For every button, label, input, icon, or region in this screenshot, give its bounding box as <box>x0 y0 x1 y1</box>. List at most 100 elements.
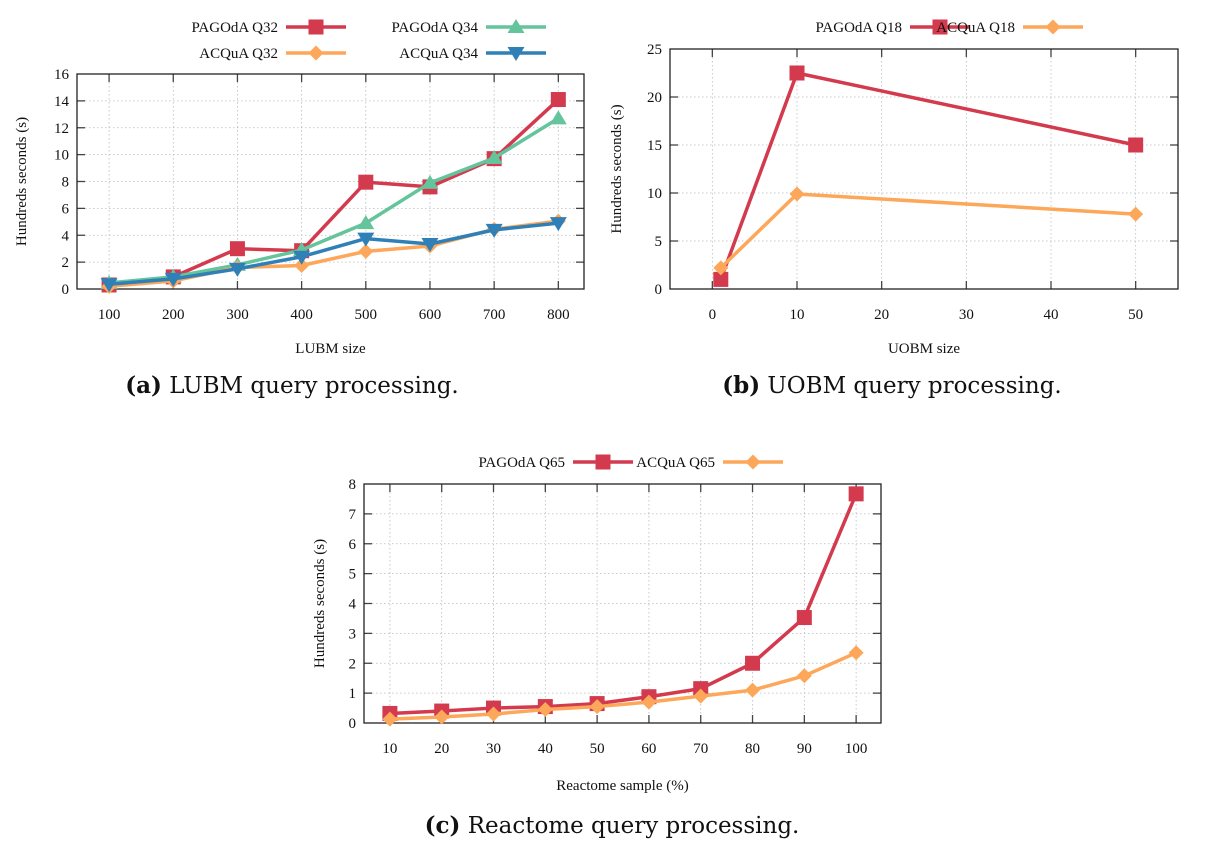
legend-label: ACQuA Q65 <box>636 455 715 471</box>
data-point <box>713 271 729 287</box>
chart-b: 0 5 10 15 20 25 0 10 20 30 40 50 UOBM size Hundreds s… <box>609 19 1179 357</box>
x-tick-label: 100 <box>98 307 121 323</box>
y-tick-label: 2 <box>62 255 70 271</box>
data-point <box>848 486 864 502</box>
data-point <box>486 706 502 722</box>
series-acqua-q18 <box>713 186 1144 276</box>
data-point <box>549 110 567 125</box>
series-line <box>108 221 559 287</box>
x-axis-label: UOBM size <box>888 341 960 357</box>
legend-marker <box>745 454 761 470</box>
x-tick-label: 60 <box>641 741 656 757</box>
x-tick-label: 40 <box>1044 307 1059 323</box>
x-tick-label: 700 <box>483 307 506 323</box>
plot-frame <box>669 48 1179 290</box>
x-tick-label: 40 <box>538 741 553 757</box>
data-point <box>434 709 450 725</box>
data-point <box>293 250 311 265</box>
plot-frame <box>76 73 585 290</box>
legend-marker <box>507 47 525 61</box>
y-tick-label: 12 <box>54 121 69 137</box>
x-tick-label: 50 <box>1128 307 1143 323</box>
y-tick-label: 10 <box>54 148 69 164</box>
data-point <box>1128 137 1144 153</box>
series-pagoda-q65 <box>382 486 864 721</box>
y-tick-label: 6 <box>349 537 357 553</box>
legend-item: PAGOdA Q18 <box>815 19 970 36</box>
legend-label: ACQuA Q32 <box>199 46 278 62</box>
series-line <box>108 116 560 285</box>
legend: PAGOdA Q18 ACQuA Q18 <box>815 19 1083 36</box>
data-point <box>485 223 503 238</box>
y-tick-label: 2 <box>349 656 357 672</box>
y-tick-label: 4 <box>62 228 70 244</box>
x-tick-label: 10 <box>382 741 397 757</box>
x-tick-label: 50 <box>590 741 605 757</box>
legend-item: PAGOdA Q65 <box>478 454 633 471</box>
data-point <box>164 272 182 287</box>
data-point <box>789 65 805 81</box>
caption-a: (a) LUBM query processing. <box>125 372 458 399</box>
data-point <box>421 174 439 189</box>
data-point <box>229 241 245 257</box>
x-tick-label: 30 <box>959 307 974 323</box>
x-tick-label: 20 <box>434 741 449 757</box>
data-point <box>796 610 812 626</box>
y-tick-label: 5 <box>655 234 663 250</box>
x-tick-label: 20 <box>874 307 889 323</box>
y-tick-label: 8 <box>349 477 357 493</box>
x-tick-label: 800 <box>547 307 570 323</box>
data-point <box>1128 206 1144 222</box>
series-line <box>719 71 1137 281</box>
data-point <box>848 645 864 661</box>
caption-b-tag: (b) <box>722 372 761 399</box>
y-axis-label: Hundreds seconds (s) <box>609 104 625 233</box>
caption-b-text: UOBM query processing. <box>767 373 1062 399</box>
x-tick-label: 500 <box>355 307 378 323</box>
data-point <box>357 232 375 247</box>
legend-item: ACQuA Q32 <box>199 45 346 62</box>
series-line <box>719 192 1136 270</box>
data-point <box>549 217 567 232</box>
x-tick-label: 70 <box>693 741 708 757</box>
x-tick-label: 30 <box>486 741 501 757</box>
y-tick-label: 16 <box>54 67 70 83</box>
data-point <box>485 149 503 164</box>
y-tick-label: 3 <box>349 626 357 642</box>
data-point <box>745 682 761 698</box>
data-point <box>294 257 310 273</box>
data-point <box>641 694 657 710</box>
data-point <box>358 174 374 190</box>
x-tick-label: 10 <box>790 307 805 323</box>
caption-b: (b) UOBM query processing. <box>722 372 1062 399</box>
x-tick-label: 0 <box>709 307 717 323</box>
x-axis-label: Reactome sample (%) <box>556 778 688 794</box>
y-tick-label: 0 <box>655 282 663 298</box>
legend-label: PAGOdA Q32 <box>191 20 278 36</box>
data-point <box>713 260 729 276</box>
legend-marker <box>308 45 324 61</box>
legend-item: ACQuA Q34 <box>399 46 546 62</box>
y-tick-label: 7 <box>349 507 357 523</box>
series-line <box>389 493 858 716</box>
y-tick-label: 0 <box>62 282 70 298</box>
data-point <box>550 92 566 108</box>
data-point <box>421 237 439 252</box>
x-tick-label: 400 <box>290 307 313 323</box>
x-tick-label: 100 <box>845 741 868 757</box>
x-tick-label: 600 <box>419 307 442 323</box>
legend-label: PAGOdA Q65 <box>478 455 565 471</box>
chart-a: 0 2 4 6 8 10 12 14 16 100 200 300 400 500 600 700 800 LUB… <box>14 19 585 357</box>
y-axis-label: Hundreds seconds (s) <box>312 539 328 668</box>
caption-a-text: LUBM query processing. <box>169 373 459 399</box>
legend-label: PAGOdA Q18 <box>815 20 902 36</box>
caption-c: (c) Reactome query processing. <box>425 812 800 839</box>
legend-label: PAGOdA Q34 <box>391 20 478 36</box>
y-tick-label: 4 <box>349 597 357 613</box>
data-point <box>693 688 709 704</box>
y-tick-label: 10 <box>647 186 662 202</box>
series-pagoda-q18 <box>713 65 1144 287</box>
legend-item: PAGOdA Q34 <box>391 19 546 36</box>
x-tick-label: 200 <box>162 307 185 323</box>
x-tick-label: 90 <box>797 741 812 757</box>
